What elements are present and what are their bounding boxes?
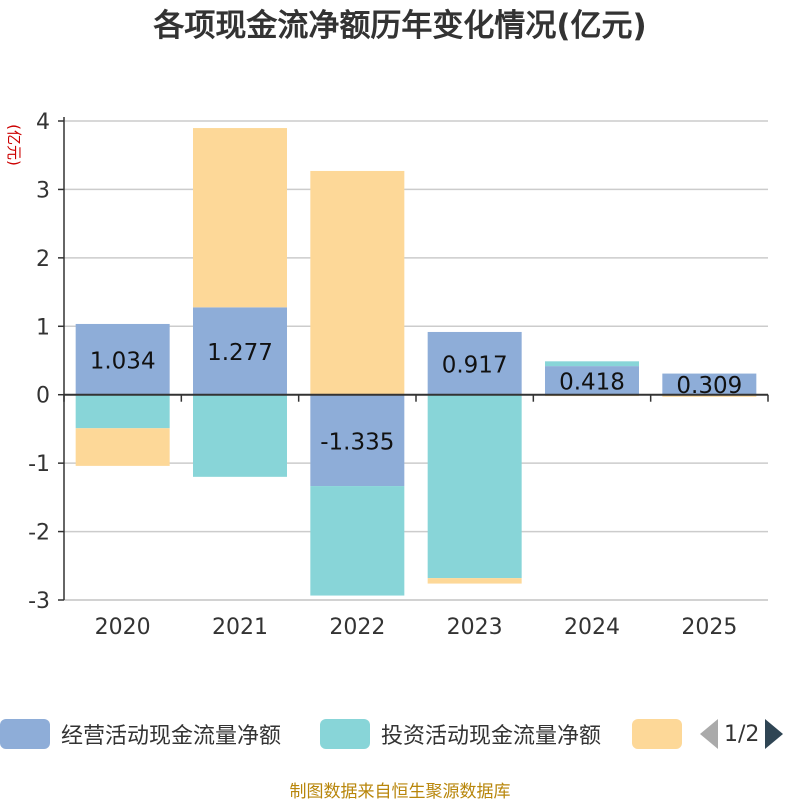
bar-segment (428, 395, 522, 578)
x-tick-label: 2024 (564, 615, 620, 640)
y-tick-label: 3 (36, 178, 50, 203)
y-tick-label: -3 (28, 589, 50, 614)
legend-label-investing: 投资活动现金流量净额 (381, 718, 601, 750)
legend-label-operating: 经营活动现金流量净额 (61, 718, 281, 750)
y-tick-label: -1 (28, 452, 50, 477)
bar-segment (76, 428, 170, 466)
bar-segment (428, 578, 522, 583)
bar-segment (545, 361, 639, 366)
legend-pager: 1/2 (700, 716, 783, 752)
legend-item-operating[interactable]: 经营活动现金流量净额 (0, 712, 281, 756)
data-label: 0.309 (676, 373, 742, 399)
legend-page-indicator: 1/2 (724, 722, 759, 747)
x-tick-label: 2021 (212, 615, 268, 640)
bar-segment (310, 486, 404, 595)
y-axis-title: (亿元) (5, 124, 23, 166)
x-tick-label: 2022 (329, 615, 385, 640)
legend-swatch-financing (632, 719, 682, 749)
legend-swatch-operating (0, 719, 50, 749)
bar-segment (310, 171, 404, 395)
data-label: -1.335 (320, 429, 394, 455)
y-tick-label: 1 (36, 315, 50, 340)
legend-next-icon[interactable] (765, 719, 783, 749)
bar-segment (193, 128, 287, 307)
x-tick-label: 2023 (447, 615, 503, 640)
legend-item-financing[interactable] (632, 712, 693, 756)
data-label: 1.277 (207, 340, 273, 366)
source-note: 制图数据来自恒生聚源数据库 (0, 777, 800, 802)
y-tick-label: 0 (36, 384, 50, 409)
bar-segment (76, 395, 170, 429)
data-label: 0.917 (442, 352, 508, 378)
y-tick-label: 4 (36, 110, 50, 135)
legend-swatch-investing (320, 719, 370, 749)
data-label: 1.034 (90, 348, 156, 374)
legend-prev-icon[interactable] (700, 719, 718, 749)
data-label: 0.418 (559, 369, 625, 395)
bar-layer (76, 128, 757, 596)
legend-item-investing[interactable]: 投资活动现金流量净额 (320, 712, 601, 756)
y-tick-label: 2 (36, 247, 50, 272)
x-tick-label: 2020 (95, 615, 151, 640)
y-tick-label: -2 (28, 521, 50, 546)
bar-segment (193, 395, 287, 477)
x-tick-label: 2025 (681, 615, 737, 640)
